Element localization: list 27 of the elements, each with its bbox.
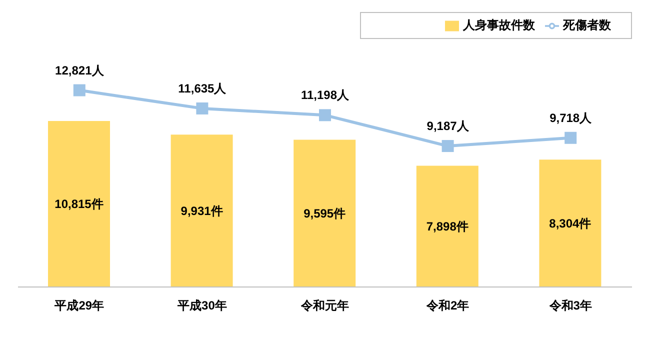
x-tick-label: 平成29年	[54, 298, 104, 313]
legend-label: 人身事故件数	[463, 18, 535, 32]
x-tick-label: 令和元年	[300, 298, 349, 313]
x-tick-label: 平成30年	[176, 298, 227, 313]
data-label: 7,898件	[426, 219, 468, 234]
bar	[170, 134, 233, 287]
point	[442, 140, 454, 152]
point	[73, 84, 86, 96]
data-label: 9,931件	[180, 204, 223, 218]
point	[319, 109, 331, 122]
x-tick-label: 令和3年	[548, 298, 592, 313]
point	[564, 132, 577, 144]
x-tick-label: 令和2年	[425, 298, 470, 313]
data-label: 9,187人	[426, 119, 470, 134]
data-label: 10,815件	[54, 197, 104, 212]
bar	[48, 121, 110, 287]
data-label: 11,198人	[300, 88, 350, 102]
data-label: 9,718人	[550, 110, 593, 125]
data-label: 8,304件	[549, 216, 592, 230]
point	[196, 102, 208, 114]
bar	[294, 140, 356, 287]
data-label: 12,821人	[55, 63, 105, 78]
data-label: 11,635人	[178, 81, 228, 96]
data-label: 9,595件	[304, 206, 346, 220]
bar	[539, 160, 602, 287]
bar	[416, 166, 478, 287]
legend-label: 死傷者数	[563, 18, 611, 32]
